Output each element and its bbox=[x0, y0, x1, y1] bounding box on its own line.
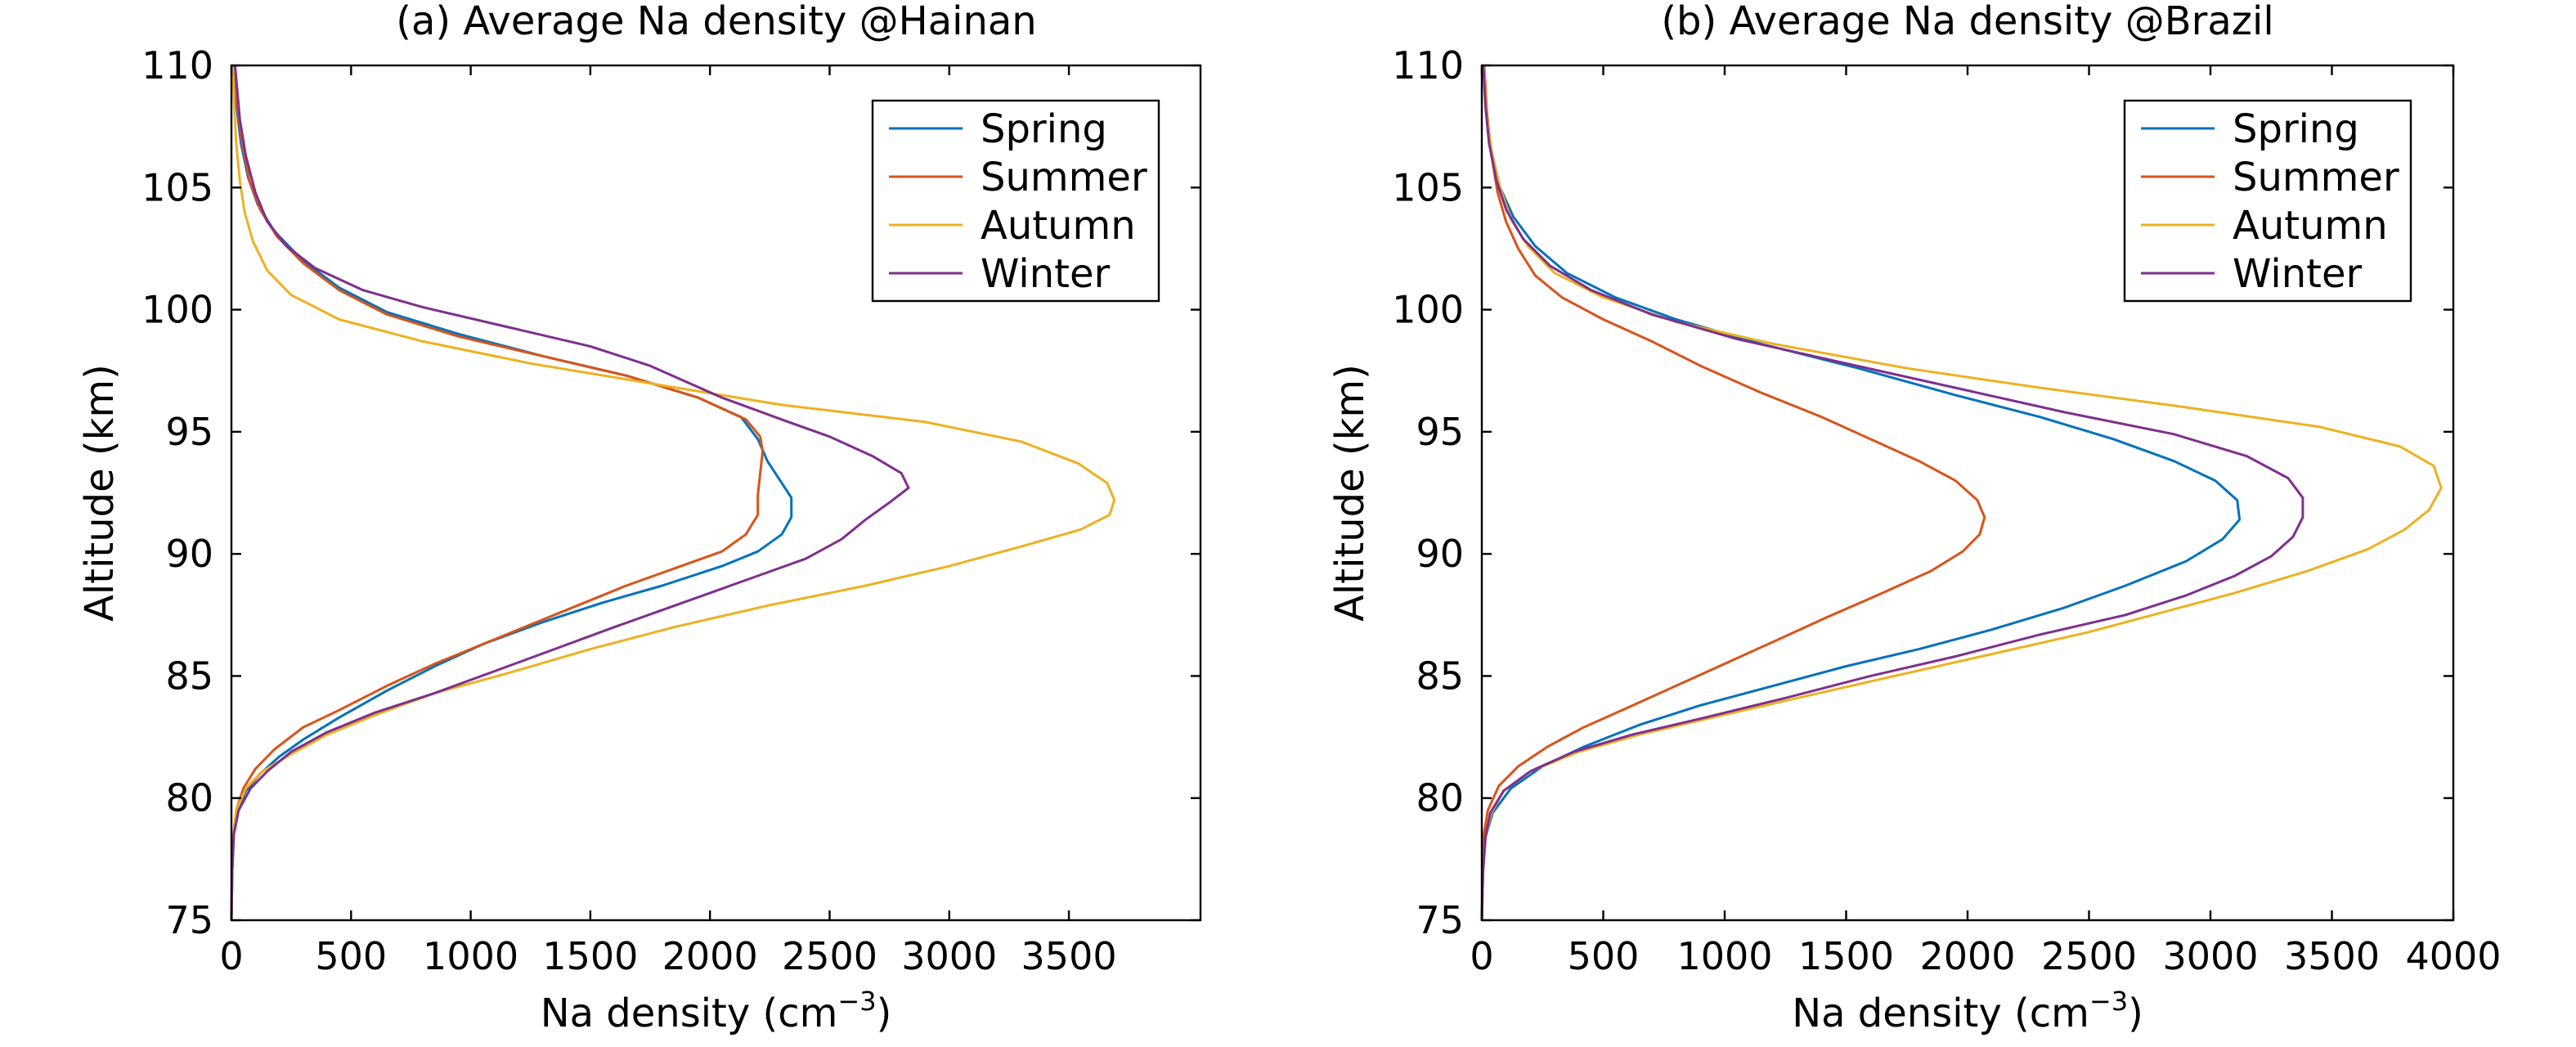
y-tick-label-brazil: 95 bbox=[1416, 410, 1464, 454]
plot-frame-hainan bbox=[230, 64, 1202, 922]
x-tick-label-brazil: 1000 bbox=[1676, 934, 1772, 978]
x-tick-label-brazil: 0 bbox=[1470, 934, 1493, 978]
x-tick-label-brazil: 4000 bbox=[2405, 934, 2501, 978]
y-tick-label-brazil: 110 bbox=[1392, 43, 1464, 88]
y-tick-label-brazil: 90 bbox=[1416, 532, 1464, 576]
legend-label-winter-brazil: Winter bbox=[2233, 251, 2363, 297]
series-line-autumn-brazil bbox=[1480, 65, 2443, 921]
series-group-hainan bbox=[230, 65, 1116, 921]
legend-label-autumn-brazil: Autumn bbox=[2233, 203, 2388, 249]
y-axis-title-brazil: Altitude (km) bbox=[1327, 364, 1373, 622]
legend-label-summer-hainan: Summer bbox=[981, 155, 1147, 200]
y-tick-label-brazil: 75 bbox=[1416, 898, 1464, 942]
series-line-autumn-hainan bbox=[230, 65, 1116, 921]
series-line-summer-hainan bbox=[230, 65, 765, 921]
chart-hainan: (a) Average Na density @Hainan 0 500 1000 1… bbox=[77, 0, 1202, 1036]
x-tick-label-brazil: 1500 bbox=[1798, 934, 1894, 978]
x-tick-label-hainan: 2500 bbox=[782, 934, 877, 978]
y-tick-label-hainan: 80 bbox=[165, 776, 213, 820]
y-tick-label-hainan: 110 bbox=[141, 43, 213, 88]
legend-box-brazil bbox=[2123, 99, 2412, 303]
legend-label-winter-hainan: Winter bbox=[981, 251, 1111, 297]
y-tick-label-hainan: 100 bbox=[141, 288, 213, 332]
x-tick-label-hainan: 2000 bbox=[662, 934, 758, 978]
y-tick-label-hainan: 75 bbox=[165, 898, 213, 942]
series-line-spring-hainan bbox=[230, 65, 793, 921]
x-tick-label-brazil: 2500 bbox=[2041, 934, 2137, 978]
y-tick-label-brazil: 105 bbox=[1392, 165, 1464, 209]
series-line-winter-hainan bbox=[230, 65, 910, 921]
chart-brazil: (b) Average Na density @Brazil 0 500 1000 1… bbox=[1327, 0, 2502, 1036]
y-tick-label-hainan: 90 bbox=[165, 532, 213, 576]
legend-label-spring-brazil: Spring bbox=[2233, 106, 2359, 152]
series-line-summer-brazil bbox=[1480, 65, 1986, 921]
legend-label-autumn-hainan: Autumn bbox=[981, 203, 1136, 249]
x-tick-label-brazil: 3500 bbox=[2284, 934, 2380, 978]
y-axis-title-hainan: Altitude (km) bbox=[77, 364, 123, 622]
chart-title-hainan: (a) Average Na density @Hainan bbox=[396, 0, 1036, 44]
x-tick-label-hainan: 1500 bbox=[542, 934, 638, 978]
legend-label-summer-brazil: Summer bbox=[2233, 155, 2399, 200]
x-tick-label-brazil: 3000 bbox=[2162, 934, 2258, 978]
legend-label-spring-hainan: Spring bbox=[981, 106, 1107, 152]
x-axis-title-brazil: Na density (cm−3) bbox=[1792, 986, 2143, 1036]
x-tick-label-hainan: 3000 bbox=[901, 934, 997, 978]
legend-box-hainan bbox=[871, 99, 1160, 303]
chart-title-brazil: (b) Average Na density @Brazil bbox=[1661, 0, 2273, 44]
series-line-winter-brazil bbox=[1480, 65, 2304, 921]
y-tick-label-hainan: 105 bbox=[141, 165, 213, 209]
series-group-brazil bbox=[1480, 65, 2443, 921]
x-tick-label-hainan: 500 bbox=[315, 934, 387, 978]
x-tick-label-hainan: 0 bbox=[219, 934, 243, 978]
x-axis-title-hainan: Na density (cm−3) bbox=[541, 986, 892, 1036]
y-tick-label-brazil: 80 bbox=[1416, 776, 1464, 820]
x-tick-label-hainan: 1000 bbox=[423, 934, 518, 978]
y-tick-label-hainan: 85 bbox=[165, 654, 213, 698]
x-tick-label-hainan: 3500 bbox=[1021, 934, 1117, 978]
y-tick-label-hainan: 95 bbox=[165, 410, 213, 454]
x-tick-label-brazil: 2000 bbox=[1919, 934, 2015, 978]
x-tick-label-brazil: 500 bbox=[1568, 934, 1640, 978]
y-tick-label-brazil: 100 bbox=[1392, 288, 1464, 332]
y-tick-label-brazil: 85 bbox=[1416, 654, 1464, 698]
